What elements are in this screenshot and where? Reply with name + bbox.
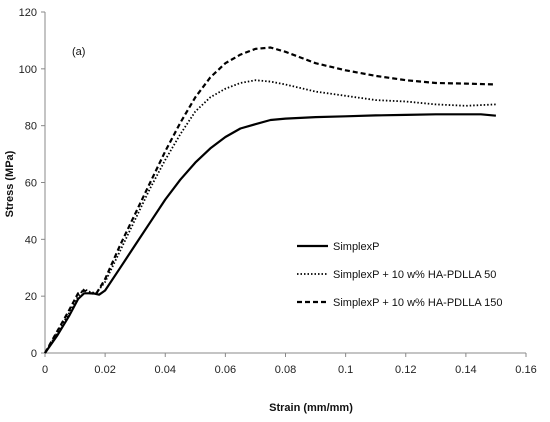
y-tick-label: 80 [25, 121, 37, 133]
panel-label: (a) [72, 46, 85, 58]
x-axis-title: Strain (mm/mm) [269, 402, 353, 414]
x-tick-label: 0.14 [455, 364, 476, 376]
x-tick-label: 0.1 [338, 364, 353, 376]
series-line-dashed [44, 46, 496, 354]
y-ticks: 0 20 40 60 80 100 120 [19, 7, 45, 360]
plot-lines [44, 46, 497, 354]
x-tick-label: 0.02 [94, 364, 115, 376]
x-tick-label: 0.04 [155, 364, 176, 376]
x-ticks: 0 0.02 0.04 0.06 0.08 0.1 0.12 0.14 0.16 [42, 353, 537, 376]
x-tick-label: 0.16 [515, 364, 536, 376]
y-tick-label: 0 [31, 348, 37, 360]
legend-label-simplexp: SimplexP [333, 241, 379, 253]
legend-item-simplexp: SimplexP [297, 241, 379, 253]
legend-item-pdlla150: SimplexP + 10 w% HA-PDLLA 150 [297, 297, 502, 309]
y-tick-label: 100 [19, 64, 37, 76]
y-tick-label: 60 [25, 178, 37, 190]
legend-item-pdlla50: SimplexP + 10 w% HA-PDLLA 50 [297, 269, 496, 281]
series-line-solid [44, 113, 497, 354]
x-tick-label: 0.12 [395, 364, 416, 376]
legend-label-pdlla50: SimplexP + 10 w% HA-PDLLA 50 [333, 269, 496, 281]
x-tick-label: 0.06 [215, 364, 236, 376]
y-tick-label: 120 [19, 7, 37, 19]
x-tick-label: 0.08 [275, 364, 296, 376]
series-line-dotted [44, 79, 496, 354]
x-tick-label: 0 [42, 364, 48, 376]
legend-label-pdlla150: SimplexP + 10 w% HA-PDLLA 150 [333, 297, 502, 309]
y-tick-label: 40 [25, 234, 37, 246]
y-axis-title: Stress (MPa) [4, 150, 16, 217]
legend: SimplexP SimplexP + 10 w% HA-PDLLA 50 Si… [297, 241, 502, 309]
y-tick-label: 20 [25, 291, 37, 303]
